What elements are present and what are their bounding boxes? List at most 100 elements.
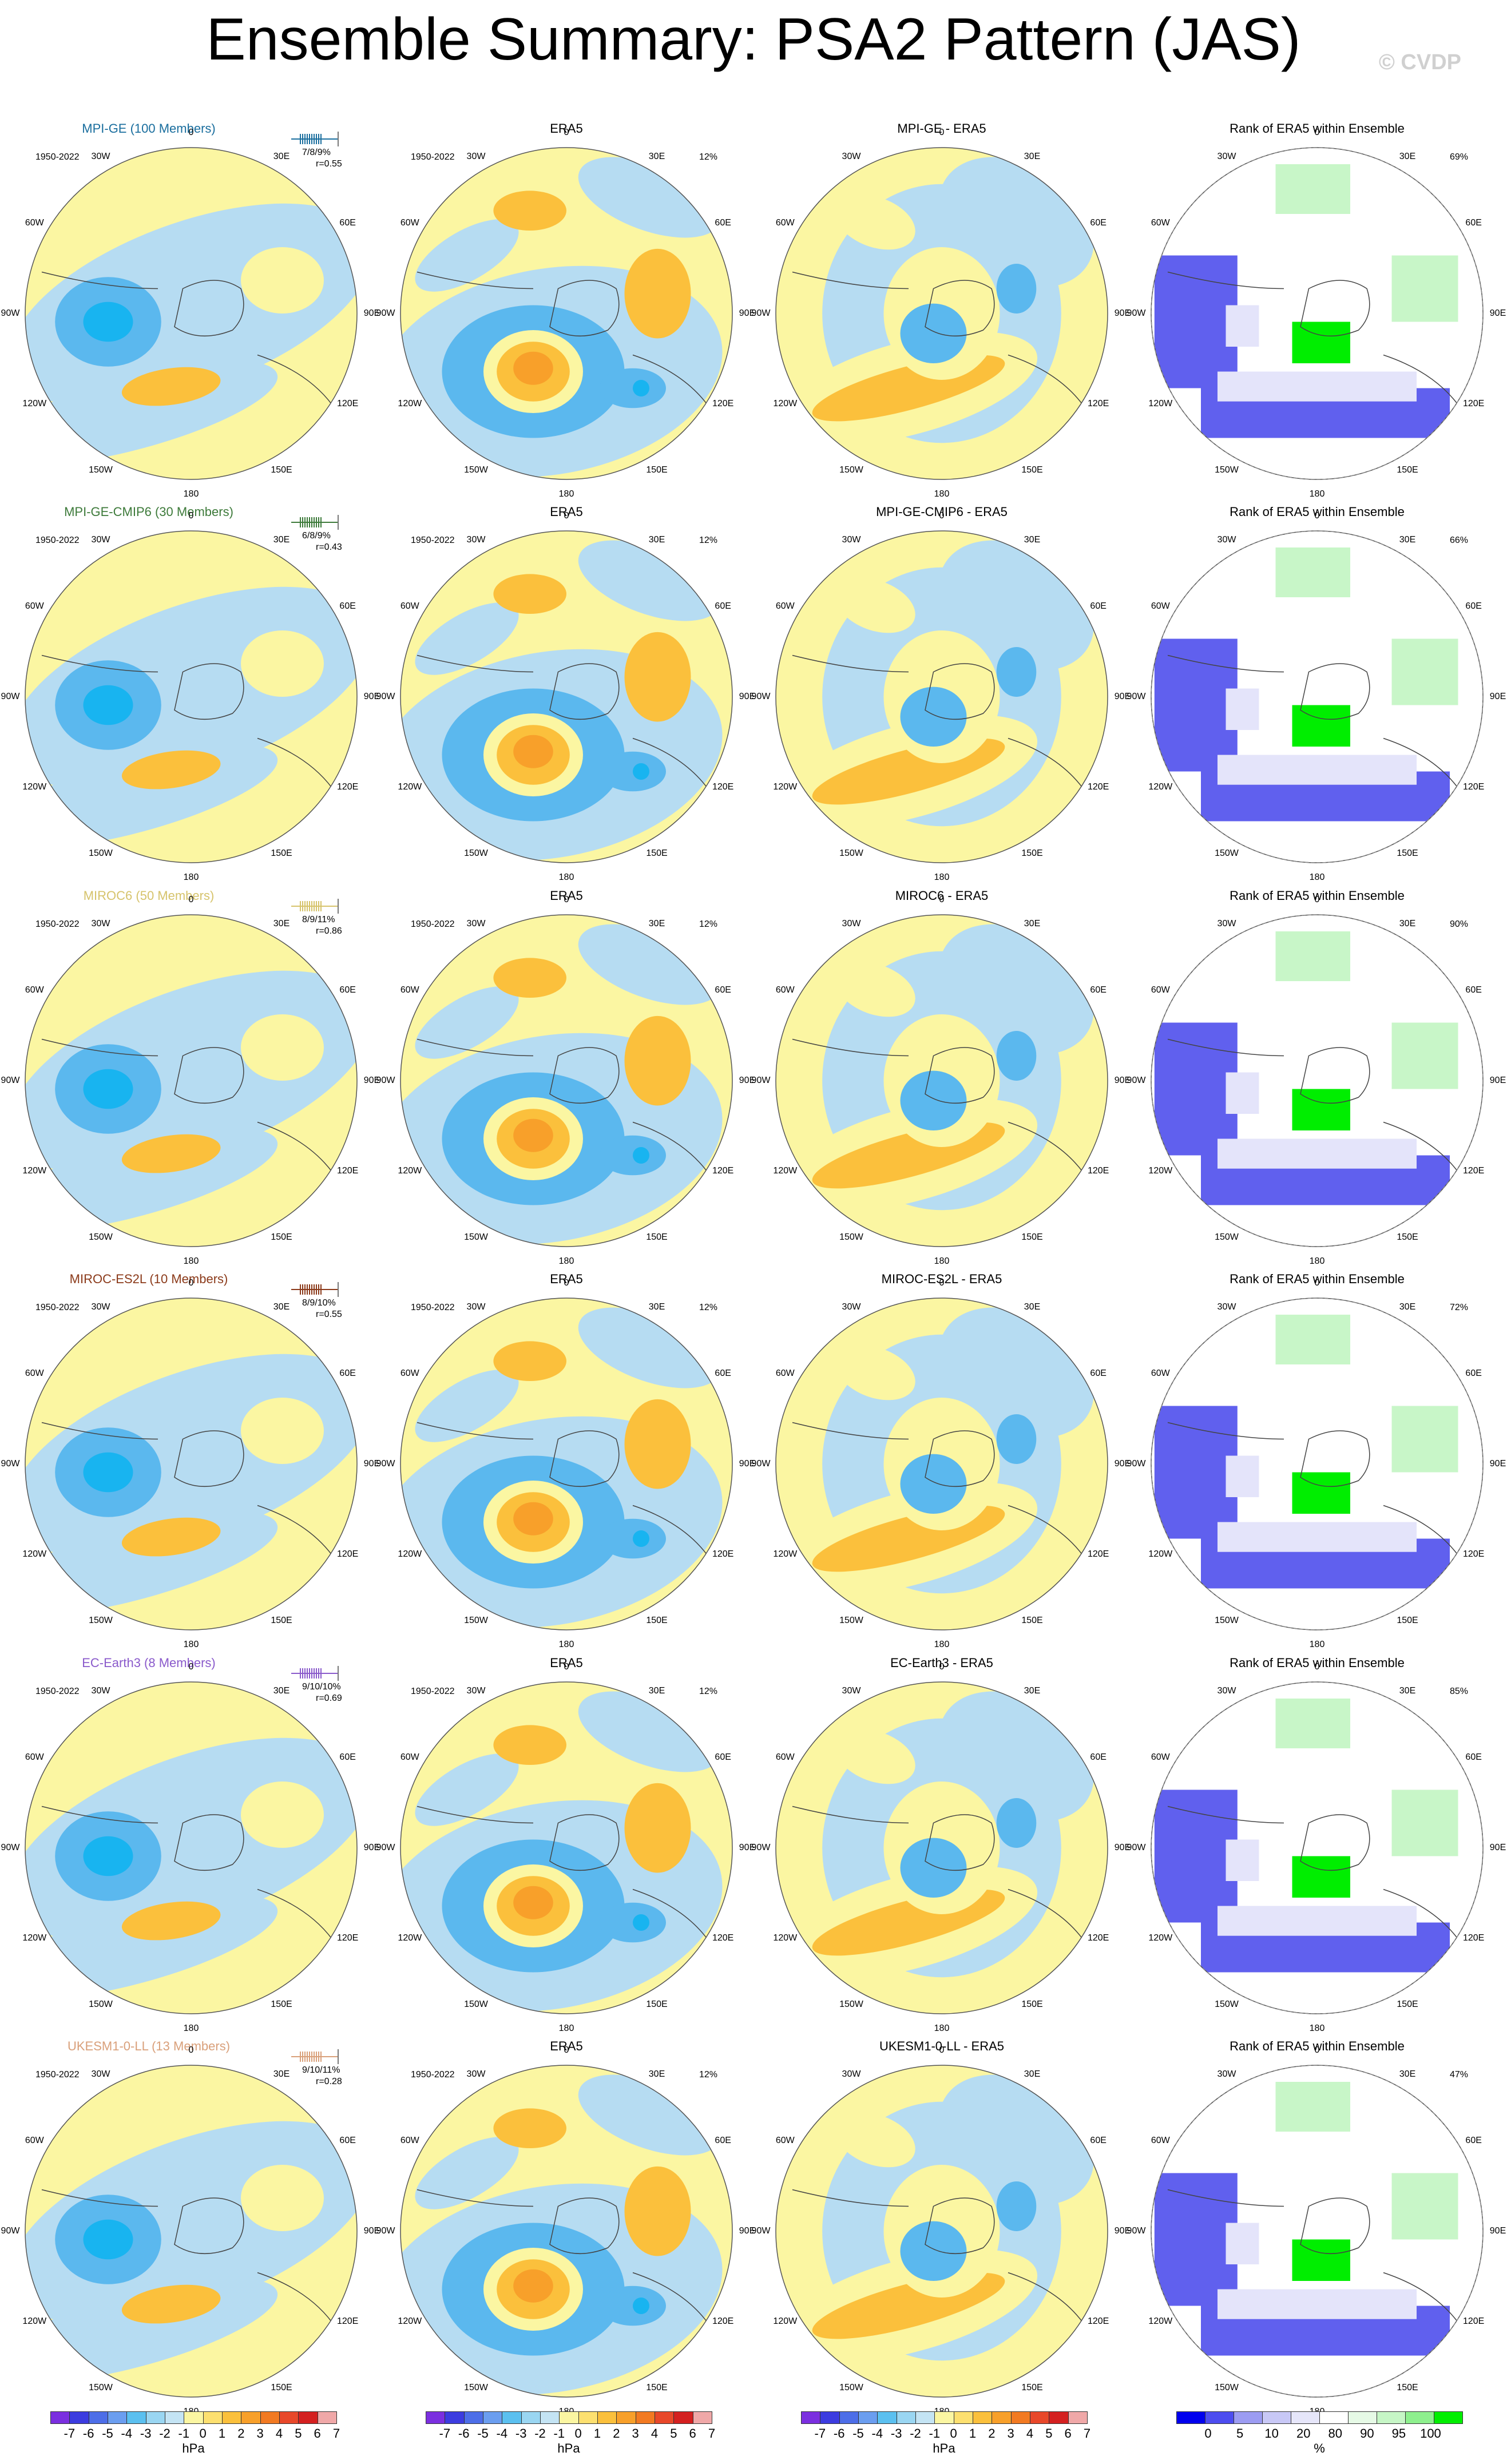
lon-label: 60E — [1465, 985, 1482, 995]
colorbar-cell — [973, 2411, 993, 2424]
rank-colorbar: 0 5 10 20 80 90 95 100% — [1176, 2411, 1463, 2463]
panel-title: Rank of ERA5 within Ensemble — [1230, 2039, 1405, 2053]
colorbar-cell — [1176, 2411, 1205, 2424]
lon-label: 90E — [739, 2226, 756, 2236]
difference-map — [775, 914, 1108, 1247]
lon-label: 90E — [363, 1459, 380, 1469]
map-panel: ERA51950-202212%030E60E90E120E150E180150… — [375, 2037, 756, 2420]
lon-label: 30W — [1217, 919, 1236, 929]
panel-title: ERA5 — [550, 1656, 583, 1670]
colorbar-tick: 1 — [218, 2426, 226, 2441]
colorbar-cell — [69, 2411, 89, 2424]
lon-label: 150E — [1397, 1999, 1418, 2009]
panel-title: MIROC-ES2L - ERA5 — [881, 1272, 1002, 1286]
lon-label: 60E — [1090, 1752, 1107, 1762]
lon-label: 30E — [648, 1686, 665, 1696]
lon-label: 30E — [1399, 2069, 1416, 2080]
panel-title: EC-Earth3 - ERA5 — [890, 1656, 993, 1670]
lon-label: 180 — [1309, 1640, 1325, 1649]
panel-title: ERA5 — [550, 888, 583, 903]
obs-percent: 12% — [699, 535, 718, 545]
lon-label: 120E — [712, 2316, 734, 2326]
lon-label: 150W — [464, 1999, 488, 2009]
lon-label: 30W — [466, 1686, 486, 1696]
lon-label: 30W — [1217, 152, 1236, 162]
lon-label: 150W — [839, 1999, 863, 2009]
lon-label: 150E — [1397, 848, 1418, 858]
panel-title: Rank of ERA5 within Ensemble — [1230, 1656, 1405, 1670]
lon-label: 30W — [91, 1686, 110, 1696]
lon-label: 150E — [646, 1232, 668, 1242]
lon-label: 30W — [842, 1302, 861, 1312]
colorbar-tick: -5 — [477, 2426, 489, 2441]
lon-label: 90E — [739, 692, 756, 701]
panel-title: MPI-GE (100 Members) — [82, 121, 216, 136]
lon-label: 120E — [712, 782, 734, 792]
lon-label: 180 — [1309, 2023, 1325, 2033]
lon-label: 90E — [1114, 1843, 1131, 1852]
member-stats: 6/8/9% — [302, 531, 331, 541]
lon-label: 90W — [1, 692, 20, 701]
lon-label: 0 — [188, 2045, 194, 2055]
lon-label: 30W — [1217, 535, 1236, 545]
lon-label: 60E — [715, 1368, 731, 1378]
colorbar-tick: 2 — [613, 2426, 620, 2441]
lon-label: 60E — [339, 601, 356, 611]
panel-title: Rank of ERA5 within Ensemble — [1230, 1272, 1405, 1286]
lon-label: 90W — [751, 1843, 771, 1852]
colorbar-tick: -2 — [910, 2426, 921, 2441]
lon-label: 60W — [25, 2136, 44, 2145]
lon-label: 90W — [376, 1076, 395, 1085]
lon-label: 60E — [1465, 601, 1482, 611]
lon-label: 60W — [400, 985, 419, 995]
colorbar-tick: -1 — [929, 2426, 941, 2441]
colorbar-cell — [502, 2411, 522, 2424]
rank-map — [1151, 530, 1484, 863]
lon-label: 120W — [398, 782, 422, 792]
colorbar-unit: hPa — [182, 2441, 205, 2455]
lon-label: 60E — [715, 1752, 731, 1762]
colorbar-cell — [108, 2411, 128, 2424]
lon-label: 150E — [1397, 1232, 1418, 1242]
member-stats: 8/9/11% — [302, 915, 335, 925]
lon-label: 90E — [1114, 308, 1131, 318]
colorbar-cell — [1068, 2411, 1088, 2424]
colorbar-tick: 2 — [988, 2426, 996, 2441]
lon-label: 150E — [1397, 1615, 1418, 1625]
lon-label: 120W — [773, 1933, 798, 1943]
ensemble-mean-map — [25, 1681, 358, 2014]
map-panel: Rank of ERA5 within Ensemble 47% 0 30E 60E 90… — [1126, 2037, 1506, 2420]
colorbar-cell — [1030, 2411, 1050, 2424]
lon-label: 120E — [336, 2316, 359, 2326]
lon-label: 120E — [1087, 2316, 1109, 2326]
lon-label: 30E — [1399, 919, 1416, 929]
colorbar-cell — [1348, 2411, 1377, 2424]
lon-label: 60W — [1151, 985, 1170, 995]
colorbar-cell — [298, 2411, 318, 2424]
lon-label: 180 — [934, 2023, 950, 2033]
lon-label: 180 — [558, 1640, 574, 1649]
lon-label: 150E — [646, 1615, 668, 1625]
lon-label: 120W — [1148, 1166, 1173, 1176]
colorbar-tick: 0 — [1204, 2426, 1212, 2441]
rank-map — [1151, 914, 1484, 1247]
period-label: 1950-2022 — [411, 1303, 455, 1312]
lon-label: 120W — [22, 2316, 47, 2326]
period-label: 1950-2022 — [411, 2070, 455, 2080]
lon-label: 150W — [839, 848, 863, 858]
lon-label: 90E — [739, 308, 756, 318]
lon-label: 60W — [25, 218, 44, 228]
colorbar-cell — [934, 2411, 954, 2424]
lon-label: 0 — [939, 2045, 945, 2055]
lon-label: 60W — [775, 985, 795, 995]
lon-label: 180 — [558, 1256, 574, 1266]
colorbar-tick: 3 — [632, 2426, 639, 2441]
lon-label: 90W — [1127, 1076, 1146, 1085]
colorbar-cell — [1405, 2411, 1434, 2424]
colorbar-tick: -6 — [82, 2426, 94, 2441]
panel-title: UKESM1-0-LL (13 Members) — [67, 2039, 231, 2053]
lon-label: 90W — [376, 1843, 395, 1852]
panel-title: Rank of ERA5 within Ensemble — [1230, 121, 1405, 136]
